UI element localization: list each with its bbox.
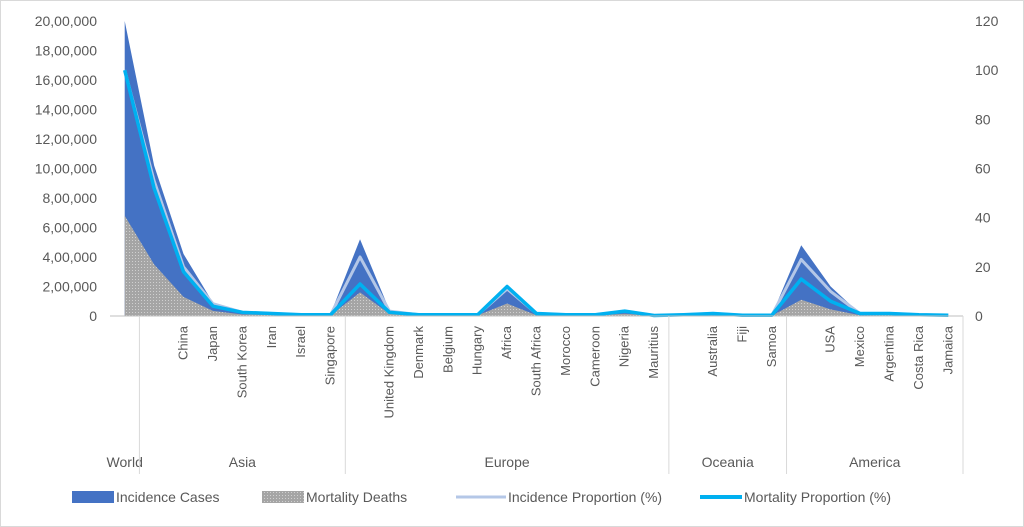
x-category-label: South Africa xyxy=(529,325,544,396)
legend-item: Mortality Deaths xyxy=(262,489,407,505)
x-category-label: South Korea xyxy=(234,325,249,398)
y-left-tick-label: 20,00,000 xyxy=(35,13,97,29)
x-category-label: China xyxy=(176,325,191,360)
legend-label: Incidence Proportion (%) xyxy=(508,489,662,505)
x-group-label: America xyxy=(849,454,901,470)
x-category-label: Samoa xyxy=(764,325,779,367)
y-left-tick-label: 12,00,000 xyxy=(35,131,97,147)
legend: Incidence Cases Mortality Deaths Incidence… xyxy=(72,489,891,505)
x-category-label: Hungary xyxy=(470,326,485,376)
y-left-tick-label: 18,00,000 xyxy=(35,43,97,59)
x-category-label: Singapore xyxy=(323,326,338,385)
y-right-tick-label: 60 xyxy=(975,161,991,177)
x-category-label: Nigeria xyxy=(617,325,632,367)
y-right-tick-label: 20 xyxy=(975,259,991,275)
y-left-tick-label: 14,00,000 xyxy=(35,102,97,118)
area-incidence-cases xyxy=(124,21,949,316)
y-left-tick-label: 6,00,000 xyxy=(43,220,98,236)
x-category-label: Belgium xyxy=(440,326,455,373)
x-category-label: Japan xyxy=(205,326,220,361)
y-left-tick-label: 16,00,000 xyxy=(35,72,97,88)
legend-label: Incidence Cases xyxy=(116,489,220,505)
y-right-tick-label: 0 xyxy=(975,308,983,324)
x-category-label: Fiji xyxy=(734,326,749,343)
y-left-tick-label: 0 xyxy=(89,308,97,324)
x-category-label: Africa xyxy=(499,325,514,359)
line-mortality-proportion- xyxy=(123,69,949,318)
x-category-label: Mauritius xyxy=(646,326,661,379)
area-layer xyxy=(124,21,949,316)
y-left-tick-label: 10,00,000 xyxy=(35,161,97,177)
x-category-label: United Kingdom xyxy=(381,326,396,419)
x-group-label: Oceania xyxy=(702,454,754,470)
legend-label: Mortality Proportion (%) xyxy=(744,489,891,505)
x-group-label: Asia xyxy=(229,454,256,470)
x-category-label: Australia xyxy=(705,325,720,376)
legend-item: Incidence Cases xyxy=(72,489,220,505)
y-right-tick-label: 40 xyxy=(975,210,991,226)
y-right-tick-label: 80 xyxy=(975,111,991,127)
x-category-label: Costa Rica xyxy=(911,325,926,389)
axes-layer: 0 2,00,000 4,00,000 6,00,000 8,00,000 10,00,0… xyxy=(35,13,999,474)
y-left-tick-label: 4,00,000 xyxy=(43,249,98,265)
legend-swatch xyxy=(72,491,114,503)
x-group-label: Europe xyxy=(485,454,530,470)
y-right-tick-label: 120 xyxy=(975,13,999,29)
x-category-label: Cameroon xyxy=(587,326,602,387)
x-category-label: Mexico xyxy=(852,326,867,367)
legend-swatch xyxy=(262,491,304,503)
y-right-tick-label: 100 xyxy=(975,62,999,78)
x-group-label: World xyxy=(107,454,143,470)
x-category-label: Jamaica xyxy=(940,325,955,374)
legend-label: Mortality Deaths xyxy=(306,489,407,505)
x-category-label: Iran xyxy=(264,326,279,348)
legend-item: Incidence Proportion (%) xyxy=(456,489,662,505)
x-category-label: Israel xyxy=(293,326,308,358)
legend-item: Mortality Proportion (%) xyxy=(700,489,891,505)
x-category-label: Denmark xyxy=(411,326,426,379)
x-category-label: USA xyxy=(823,326,838,353)
x-category-label: Morocco xyxy=(558,326,573,376)
y-left-tick-label: 2,00,000 xyxy=(43,279,98,295)
x-category-label: Argentina xyxy=(881,325,896,381)
line-layer xyxy=(123,69,949,318)
y-left-tick-label: 8,00,000 xyxy=(43,190,98,206)
